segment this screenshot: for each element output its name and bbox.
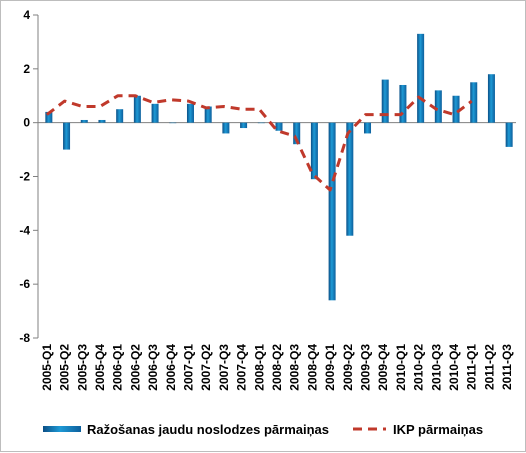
x-tick-label: 2011-Q1	[465, 344, 479, 390]
x-tick-label: 2008-Q2	[270, 344, 284, 391]
bar	[186, 103, 194, 123]
x-tick-label: 2007-Q1	[181, 344, 195, 391]
legend-line-label: IKP pārmaiņas	[393, 422, 483, 437]
bar	[80, 119, 88, 123]
bar	[346, 122, 354, 236]
x-tick-label: 2010-Q3	[429, 344, 443, 391]
bar	[293, 122, 301, 145]
x-tick-label: 2010-Q1	[394, 344, 408, 391]
x-tick-label: 2006-Q1	[111, 344, 125, 391]
bar	[257, 122, 265, 124]
bar	[310, 122, 318, 180]
bar	[169, 122, 177, 124]
bar	[487, 74, 495, 123]
y-axis: 4 2 0 -2 -4 -6 -8	[19, 8, 39, 345]
x-tick-label: 2011-Q2	[482, 344, 496, 390]
x-tick-label: 2005-Q4	[93, 344, 107, 391]
bar	[434, 90, 442, 123]
legend-bar-swatch	[43, 426, 81, 432]
x-tick-label: 2007-Q3	[217, 344, 231, 391]
bar	[470, 82, 478, 123]
x-axis: 2005-Q1 2005-Q2 2005-Q3 2005-Q4 2006-Q1 2006-…	[38, 122, 516, 391]
x-tick-label: 2005-Q3	[75, 344, 89, 391]
y-tick-label: -4	[19, 223, 30, 237]
x-tick-label: 2007-Q4	[235, 344, 249, 391]
bar	[417, 33, 425, 123]
x-tick-label: 2008-Q4	[305, 344, 319, 391]
x-tick-label: 2005-Q2	[58, 344, 72, 391]
bar	[133, 95, 141, 123]
y-tick-label: 2	[23, 62, 30, 76]
bar	[364, 122, 372, 134]
legend: Ražošanas jaudu noslodzes pārmaiņas IKP …	[43, 422, 483, 437]
x-tick-label: 2010-Q2	[412, 344, 426, 391]
bar	[98, 119, 106, 123]
x-tick-label: 2009-Q4	[376, 344, 390, 391]
x-tick-label: 2009-Q3	[359, 344, 373, 391]
bar	[505, 122, 513, 147]
bar	[204, 106, 212, 123]
x-tick-label: 2006-Q4	[164, 344, 178, 391]
x-tick-label: 2006-Q3	[146, 344, 160, 391]
legend-bar-label: Ražošanas jaudu noslodzes pārmaiņas	[87, 422, 329, 437]
x-tick-label: 2009-Q2	[341, 344, 355, 391]
x-tick-label: 2005-Q1	[40, 344, 54, 391]
bar	[452, 95, 460, 123]
bar	[222, 122, 230, 134]
y-tick-label: 4	[23, 8, 30, 22]
y-tick-label: 0	[23, 116, 30, 130]
line-series	[45, 94, 473, 192]
bar	[275, 122, 283, 131]
bar-series	[45, 33, 513, 301]
x-tick-label: 2008-Q3	[288, 344, 302, 391]
bar	[399, 84, 407, 123]
bar	[240, 122, 248, 129]
gdp-change-line	[45, 94, 473, 192]
bar	[63, 122, 71, 150]
x-tick-label: 2008-Q1	[252, 344, 266, 391]
y-tick-label: -8	[19, 331, 30, 345]
bar	[381, 79, 389, 123]
x-tick-label: 2009-Q1	[323, 344, 337, 391]
x-tick-label: 2006-Q2	[128, 344, 142, 391]
bar	[328, 122, 336, 301]
bar	[151, 103, 159, 123]
y-tick-label: -2	[19, 170, 30, 184]
bar	[45, 111, 53, 123]
x-tick-label: 2007-Q2	[199, 344, 213, 391]
x-tick-label: 2011-Q3	[500, 344, 514, 390]
x-tick-label: 2010-Q4	[447, 344, 461, 391]
y-tick-label: -6	[19, 277, 30, 291]
bar	[116, 109, 124, 123]
